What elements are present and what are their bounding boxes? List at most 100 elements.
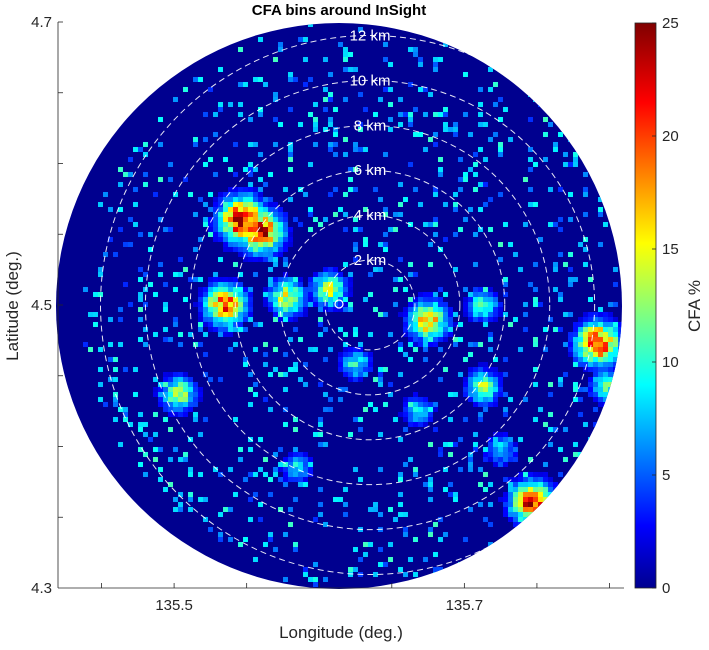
heatmap-cell bbox=[608, 332, 613, 337]
heatmap-cell bbox=[573, 332, 578, 337]
heatmap-cell bbox=[353, 347, 358, 352]
heatmap-cell bbox=[278, 212, 283, 217]
heatmap-cell bbox=[283, 462, 288, 467]
heatmap-cell bbox=[463, 172, 468, 177]
heatmap-cell bbox=[188, 497, 193, 502]
heatmap-cell bbox=[473, 397, 478, 402]
heatmap-cell bbox=[398, 342, 403, 347]
heatmap-cell bbox=[368, 357, 373, 362]
heatmap-cell bbox=[528, 457, 533, 462]
heatmap-cell bbox=[318, 487, 323, 492]
heatmap-cell bbox=[243, 297, 248, 302]
heatmap-cell bbox=[353, 417, 358, 422]
heatmap-cell bbox=[528, 477, 533, 482]
heatmap-cell bbox=[218, 287, 223, 292]
heatmap-cell bbox=[308, 292, 313, 297]
heatmap-cell bbox=[493, 357, 498, 362]
heatmap-cell bbox=[328, 272, 333, 277]
heatmap-cell bbox=[453, 122, 458, 127]
heatmap-cell bbox=[258, 437, 263, 442]
heatmap-cell bbox=[283, 532, 288, 537]
heatmap-cell bbox=[263, 182, 268, 187]
heatmap-cell bbox=[348, 567, 353, 572]
heatmap-cell bbox=[178, 392, 183, 397]
heatmap-cell bbox=[583, 317, 588, 322]
heatmap-cell bbox=[248, 387, 253, 392]
heatmap-cell bbox=[168, 457, 173, 462]
heatmap-cell bbox=[593, 397, 598, 402]
heatmap-cell bbox=[288, 77, 293, 82]
heatmap-cell bbox=[583, 332, 588, 337]
heatmap-cell bbox=[303, 482, 308, 487]
heatmap-cell bbox=[413, 472, 418, 477]
heatmap-cell bbox=[258, 227, 263, 232]
heatmap-cell bbox=[183, 377, 188, 382]
heatmap-cell bbox=[283, 227, 288, 232]
heatmap-cell bbox=[283, 387, 288, 392]
heatmap-cell bbox=[263, 237, 268, 242]
heatmap-cell bbox=[548, 412, 553, 417]
heatmap-cell bbox=[598, 342, 603, 347]
heatmap-cell bbox=[348, 347, 353, 352]
heatmap-cell bbox=[398, 472, 403, 477]
heatmap-cell bbox=[283, 237, 288, 242]
heatmap-cell bbox=[453, 267, 458, 272]
heatmap-cell bbox=[278, 217, 283, 222]
heatmap-cell bbox=[178, 257, 183, 262]
heatmap-cell bbox=[123, 242, 128, 247]
heatmap-cell bbox=[278, 277, 283, 282]
x-tick-label: 135.5 bbox=[155, 597, 193, 614]
heatmap-cell bbox=[223, 192, 228, 197]
heatmap-cell bbox=[253, 217, 258, 222]
heatmap-cell bbox=[258, 152, 263, 157]
heatmap-cell bbox=[268, 477, 273, 482]
heatmap-cell bbox=[303, 292, 308, 297]
heatmap-cell bbox=[408, 307, 413, 312]
heatmap-cell bbox=[173, 317, 178, 322]
heatmap-cell bbox=[543, 157, 548, 162]
heatmap-cell bbox=[453, 127, 458, 132]
heatmap-cell bbox=[288, 277, 293, 282]
heatmap-cell bbox=[513, 502, 518, 507]
heatmap-cell bbox=[123, 407, 128, 412]
heatmap-cell bbox=[238, 287, 243, 292]
heatmap-cell bbox=[348, 52, 353, 57]
heatmap-cell bbox=[358, 477, 363, 482]
heatmap-cell bbox=[278, 47, 283, 52]
heatmap-cell bbox=[258, 217, 263, 222]
heatmap-cell bbox=[533, 337, 538, 342]
heatmap-cell bbox=[488, 332, 493, 337]
heatmap-cell bbox=[273, 282, 278, 287]
heatmap-cell bbox=[273, 367, 278, 372]
heatmap-cell bbox=[233, 172, 238, 177]
heatmap-cell bbox=[268, 232, 273, 237]
heatmap-cell bbox=[563, 372, 568, 377]
heatmap-cell bbox=[278, 227, 283, 232]
heatmap-cell bbox=[313, 142, 318, 147]
heatmap-cell bbox=[343, 362, 348, 367]
heatmap-cell bbox=[553, 147, 558, 152]
heatmap-cell bbox=[233, 212, 238, 217]
heatmap-cell bbox=[258, 37, 263, 42]
heatmap-cell bbox=[418, 402, 423, 407]
heatmap-cell bbox=[503, 222, 508, 227]
heatmap-cell bbox=[293, 217, 298, 222]
heatmap-cell bbox=[503, 502, 508, 507]
heatmap-cell bbox=[558, 252, 563, 257]
heatmap-cell bbox=[608, 352, 613, 357]
heatmap-cell bbox=[323, 57, 328, 62]
heatmap-cell bbox=[503, 277, 508, 282]
heatmap-cell bbox=[598, 332, 603, 337]
heatmap-cell bbox=[223, 202, 228, 207]
heatmap-cell bbox=[163, 407, 168, 412]
heatmap-cell bbox=[198, 317, 203, 322]
heatmap-cell bbox=[128, 242, 133, 247]
heatmap-cell bbox=[573, 397, 578, 402]
heatmap-cell bbox=[248, 297, 253, 302]
heatmap-cell bbox=[223, 212, 228, 217]
heatmap-cell bbox=[568, 332, 573, 337]
heatmap-cell bbox=[323, 267, 328, 272]
heatmap-cell bbox=[408, 412, 413, 417]
heatmap-cell bbox=[273, 312, 278, 317]
heatmap-cell bbox=[113, 252, 118, 257]
